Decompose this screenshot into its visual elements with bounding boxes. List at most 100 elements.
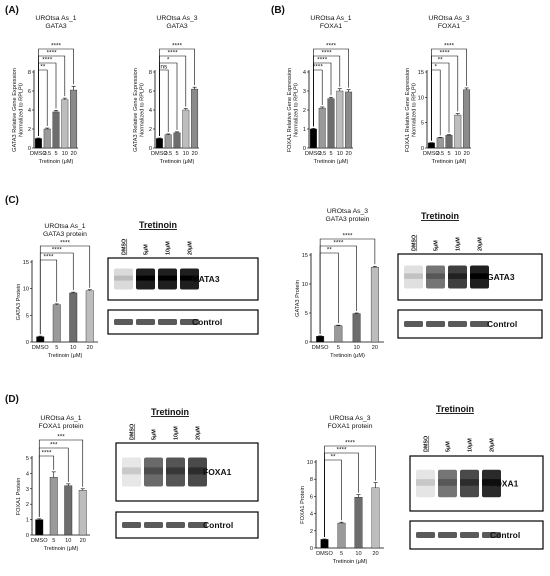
chart-title: FOXA1 [438,23,461,30]
lane-label: DMSO [122,239,128,255]
x-tick-label: 10 [355,551,361,557]
control-label: Control [203,520,233,530]
protein-band-core [470,273,489,279]
gata3-blot-as1: Tretinoin DMSO 5μM 10μM 20μM GATA3 Control [107,220,259,335]
significance-label: **** [168,50,179,57]
significance-bracket [38,48,74,137]
y-tick-label: 0 [28,146,31,152]
tretinoin-label: Tretinoin [139,220,177,230]
control-band [122,522,141,528]
chart-title: UROtsa As_3 [329,415,370,422]
lane-label: 10μM [166,241,172,255]
x-tick-label: 20 [463,151,469,157]
bar [182,109,190,149]
x-tick-label: 2.5 [436,151,444,157]
chart-title: GATA3 [166,23,187,30]
x-tick-label: 10 [354,345,360,351]
significance-bracket [313,48,349,127]
x-tick-label: DMSO [30,151,47,157]
x-tick-label: 20 [191,151,197,157]
band-label: FOXA1 [203,467,232,477]
lane-label: 20μM [490,438,496,452]
x-tick-label: 5 [329,151,332,157]
chart-title: UROtsa As_3 [327,208,368,215]
x-axis-title: Tretinoin (μM) [160,159,195,165]
lane-label: DMSO [412,235,418,251]
lane-label: 5μM [144,244,150,255]
y-tick-label: 0 [310,546,313,552]
bar [52,111,60,149]
x-tick-label: 10 [337,151,343,157]
foxa1-blot-as1: Tretinoin DMSO 5μM 10μM 20μM FOXA1 Control [115,407,259,539]
y-axis-label: FOXA1 Protein [16,478,22,516]
panel-label-a: (A) [5,5,19,16]
significance-label: **** [60,240,71,247]
y-tick-label: 10 [302,282,308,288]
x-tick-label: 5 [54,151,57,157]
bar [64,485,73,536]
bar [370,266,379,343]
x-axis-title: Tretinoin (μM) [330,353,365,359]
lane-label: 10μM [468,438,474,452]
control-band [448,321,467,327]
bar [155,138,163,149]
bar [336,90,344,149]
y-tick-label: 10 [418,95,424,101]
x-tick-label: DMSO [316,551,333,557]
bar [316,336,325,343]
y-tick-label: 0 [26,533,29,539]
x-tick-label: 5 [55,345,58,351]
x-tick-label: 5 [337,345,340,351]
x-tick-label: 10 [62,151,68,157]
y-tick-label: 5 [305,311,308,317]
protein-band-core [438,479,457,486]
y-axis-label: GATA3 Protein [295,280,301,317]
significance-label: **** [317,57,328,64]
y-tick-label: 10 [23,287,29,293]
y-tick-label: 8 [310,477,313,483]
bar [354,497,363,549]
panel-label-d: (D) [5,394,19,405]
y-tick-label: 8 [28,70,31,76]
x-axis-title: Tretinoin (μM) [432,159,467,165]
bar [49,477,58,536]
significance-label: **** [333,240,344,247]
significance-label: **** [47,50,58,57]
significance-label: **** [51,43,62,50]
y-tick-label: 0 [305,340,308,346]
panel-label-b: (B) [271,5,285,16]
x-axis-title: Tretinoin (μM) [333,559,368,565]
significance-label: **** [172,43,183,50]
lane-label: 5μM [434,240,440,251]
x-tick-label: DMSO [32,345,49,351]
x-tick-label: 10 [65,538,71,544]
y-tick-label: 4 [303,70,306,76]
bar [78,490,87,536]
x-tick-label: 10 [70,345,76,351]
protein-band-core [482,479,501,486]
x-tick-label: 5 [447,151,450,157]
control-label: Control [490,530,520,540]
y-tick-label: 6 [310,494,313,500]
bar [34,138,42,149]
y-axis-label: FOXA1 Relative Gene ExpressionNormalized… [287,68,300,153]
lane-label: 10μM [456,237,462,251]
x-tick-label: 5 [175,151,178,157]
bar [173,132,181,149]
lane-label: 20μM [188,241,194,255]
y-tick-label: 0 [149,146,152,152]
significance-bracket [324,445,376,537]
x-tick-label: 20 [87,345,93,351]
x-tick-label: 5 [340,551,343,557]
significance-label: **** [326,43,337,50]
chart-title: UROtsa As_1 [35,15,76,22]
y-axis-label: FOXA1 Protein [300,486,306,524]
foxa1-blot-as3: Tretinoin DMSO 5μM 10μM 20μM FOXA1 Control [409,404,544,550]
control-band [188,522,207,528]
x-tick-label: 10 [455,151,461,157]
y-tick-label: 0 [26,340,29,346]
x-tick-label: 20 [372,345,378,351]
chart-title: FOXA1 protein [328,423,373,430]
